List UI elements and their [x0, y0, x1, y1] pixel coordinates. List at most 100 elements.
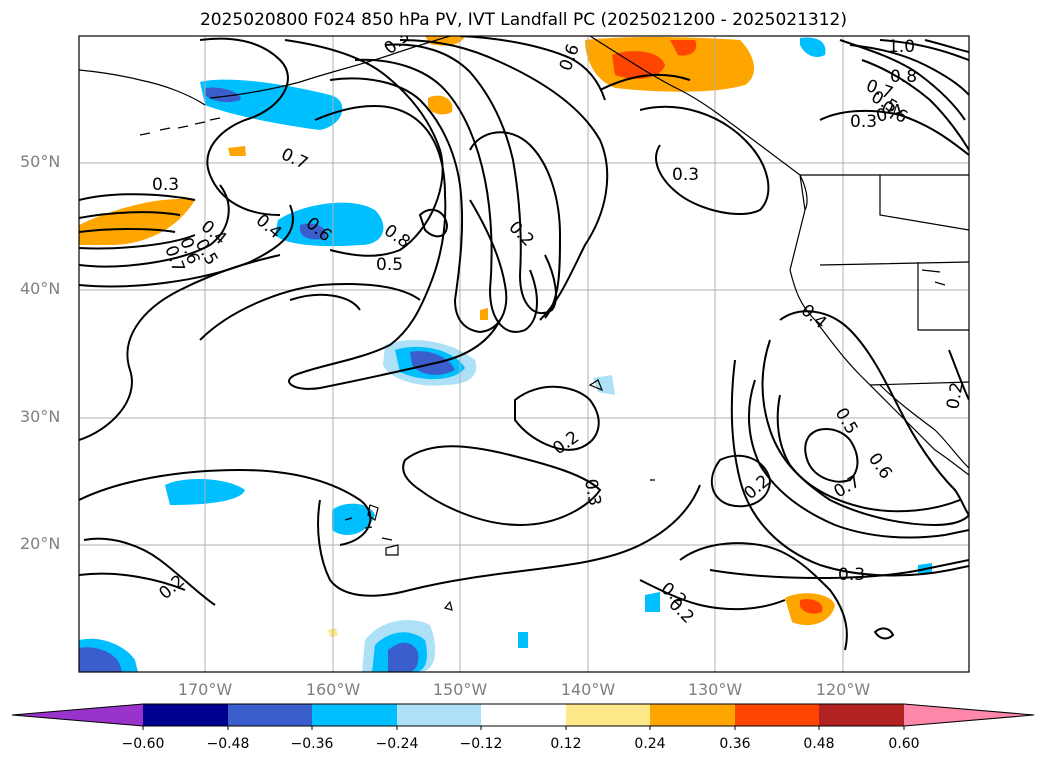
colorbar-tick-label: −0.12 — [459, 736, 503, 752]
map-title: 2025020800 F024 850 hPa PV, IVT Landfall… — [199, 10, 847, 30]
neg-area — [300, 223, 326, 240]
contour-label: 0.3 — [152, 175, 179, 195]
state-lines — [819, 175, 969, 386]
colorbar-segment — [312, 704, 397, 726]
contour — [199, 37, 289, 216]
canada-coast — [589, 36, 808, 211]
contour — [199, 282, 421, 341]
us-west-coast — [789, 174, 969, 476]
colorbar-segment — [12, 704, 143, 726]
colorbar-tick-label: −0.48 — [206, 736, 250, 752]
neg-area — [518, 632, 528, 648]
colorbar-tick-label: −0.24 — [375, 736, 419, 752]
colorbar-segment — [650, 704, 735, 726]
contour — [861, 59, 969, 151]
neg-area — [800, 37, 826, 57]
coastlines — [79, 36, 969, 611]
colorbar-segment — [481, 704, 566, 726]
contour — [79, 572, 186, 591]
contour — [709, 559, 969, 580]
colorbar — [11, 703, 1035, 730]
small-islands — [443, 269, 946, 611]
lat-label: 30°N — [20, 407, 61, 426]
contour-label: 0.3 — [838, 565, 865, 585]
contour — [329, 77, 508, 334]
neg-area — [275, 202, 384, 247]
contour — [730, 359, 969, 577]
contour — [79, 234, 196, 250]
colorbar-tick-label: 0.60 — [888, 736, 920, 752]
contour — [924, 39, 969, 53]
contour — [79, 193, 196, 201]
contour — [776, 394, 961, 513]
contour — [402, 445, 602, 527]
colorbar-segment — [819, 704, 904, 726]
contour — [79, 211, 181, 219]
contour — [804, 428, 859, 483]
plot-border — [78, 35, 970, 673]
contour — [399, 39, 609, 321]
contour — [849, 44, 969, 96]
plot-area — [79, 36, 969, 672]
neg-area — [645, 592, 660, 612]
contour — [79, 184, 230, 268]
contour-label: 0.3 — [580, 477, 604, 507]
contour-label: 0.8 — [890, 67, 917, 87]
contour — [747, 379, 969, 539]
contour — [839, 39, 966, 121]
contour-label: 0.3 — [850, 112, 877, 132]
colorbar-tick-label: 0.48 — [803, 736, 835, 752]
colorbar-tick-label: 0.36 — [719, 736, 751, 752]
neg-area — [79, 647, 122, 672]
contour-label: 1.0 — [888, 37, 915, 57]
lon-label: 130°W — [687, 680, 743, 699]
colorbar-segment — [904, 704, 1034, 726]
contour — [819, 109, 969, 156]
shaded-negative-areas — [79, 37, 932, 672]
pos-area — [79, 199, 195, 245]
pos-area — [800, 599, 823, 614]
colorbar-tick-label: −0.60 — [121, 736, 165, 752]
contour — [79, 468, 372, 546]
lon-label: 140°W — [560, 680, 616, 699]
contour-label: 0.3 — [672, 165, 699, 185]
pos-area — [428, 95, 453, 115]
aleutian-islands — [139, 117, 221, 136]
pos-area — [585, 37, 755, 92]
pos-area — [228, 146, 246, 156]
contour — [317, 484, 701, 597]
lat-label: 40°N — [20, 279, 61, 298]
colorbar-segment — [397, 704, 481, 726]
contour — [79, 228, 176, 233]
pv-contours — [79, 36, 969, 651]
contour — [79, 254, 281, 441]
contour — [288, 105, 501, 390]
contour — [354, 58, 538, 333]
lon-label: 120°W — [815, 680, 871, 699]
contour — [469, 131, 562, 319]
lon-label: 170°W — [177, 680, 233, 699]
lat-label: 20°N — [20, 534, 61, 553]
pos-area — [480, 308, 488, 320]
contour — [873, 627, 895, 640]
colorbar-tick-label: 0.12 — [550, 736, 582, 752]
colorbar-segment — [735, 704, 819, 726]
contour — [418, 208, 449, 238]
colorbar-segment — [228, 704, 312, 726]
contour — [639, 105, 770, 216]
contour — [761, 339, 969, 527]
contour — [384, 43, 557, 315]
colorbar-tick-label: −0.36 — [290, 736, 334, 752]
colorbar-segment — [566, 704, 650, 726]
contour — [514, 385, 600, 451]
colorbar-segment — [143, 704, 228, 726]
contour — [599, 73, 691, 91]
contour — [779, 310, 969, 516]
gridlines — [79, 36, 969, 672]
contour — [289, 293, 361, 311]
neg-area — [332, 503, 375, 535]
contour — [679, 542, 848, 651]
lon-label: 150°W — [432, 680, 488, 699]
contour — [710, 454, 772, 508]
